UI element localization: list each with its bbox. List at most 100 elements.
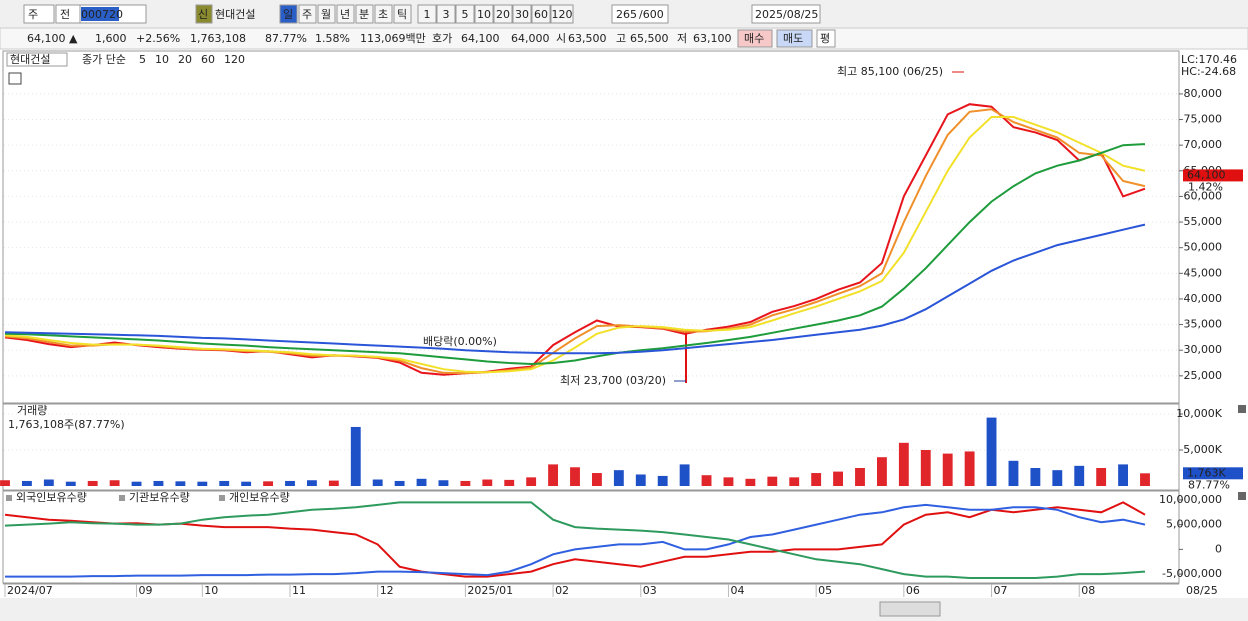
panel-close[interactable]	[1238, 405, 1246, 413]
x-tick-label: 2025/01	[467, 584, 513, 597]
legend-entry: 5	[139, 53, 146, 66]
y-tick-label: 35,000	[1184, 318, 1223, 331]
volume-bar	[131, 481, 142, 486]
y-tick-label: 5,000,000	[1166, 518, 1222, 531]
scope: 전	[60, 8, 70, 21]
count: 265	[616, 8, 637, 21]
y-tick-label: 50,000	[1184, 241, 1223, 254]
x-tick-label: 08	[1081, 584, 1095, 597]
interval: 60	[534, 8, 548, 21]
volume-bar	[438, 480, 449, 486]
quote-price: 64,100 ▲	[27, 32, 78, 45]
interval: 120	[552, 8, 573, 21]
annotation-low: 최저 23,700 (03/20)	[560, 374, 666, 387]
volume-bar	[109, 480, 120, 486]
y-tick-label: 25,000	[1184, 369, 1223, 382]
x-tick-label: 09	[139, 584, 153, 597]
hc-label: HC:-24.68	[1181, 65, 1236, 78]
y-tick-label: 75,000	[1184, 113, 1223, 126]
interval-button[interactable]	[550, 4, 574, 24]
date: 2025/08/25	[755, 8, 818, 21]
interval: 1	[424, 8, 431, 21]
x-tick-label: 12	[380, 584, 394, 597]
interval-button[interactable]	[436, 4, 456, 24]
volume-bar	[898, 442, 909, 486]
avg-button[interactable]	[816, 29, 836, 48]
volume-bar	[87, 480, 98, 486]
x-tick-label: 07	[994, 584, 1008, 597]
y-tick-label: 60,000	[1184, 189, 1223, 202]
market-select[interactable]	[23, 4, 55, 24]
lc-label: LC:170.46	[1181, 53, 1237, 66]
period-button[interactable]	[298, 4, 317, 24]
x-tick-label: 06	[906, 584, 920, 597]
volume-bar	[920, 450, 931, 486]
quote-open: 63,500	[568, 32, 607, 45]
quote-bid: 64,000	[511, 32, 550, 45]
legend-entry: 개인보유수량	[229, 491, 290, 504]
y-tick-label: 70,000	[1184, 138, 1223, 151]
table-icon[interactable]	[8, 72, 22, 85]
buy: 매수	[744, 32, 764, 45]
volume-bar	[1052, 470, 1063, 486]
annotation-dividend: 배당락(0.00%)	[423, 335, 497, 348]
interval-button[interactable]	[512, 4, 532, 24]
volume-bar	[723, 477, 734, 486]
period-button[interactable]	[393, 4, 412, 24]
interval: 3	[443, 8, 450, 21]
count-input[interactable]	[611, 4, 669, 24]
last-price-box	[1183, 169, 1243, 182]
scroll-thumb[interactable]	[879, 601, 941, 617]
legend-marker	[119, 495, 125, 501]
x-tick-label: 02	[555, 584, 569, 597]
interval-button[interactable]	[531, 4, 551, 24]
volume-bar	[1074, 465, 1085, 486]
interval: 30	[515, 8, 529, 21]
quote-high: 65,500	[630, 32, 669, 45]
volume-bar	[285, 480, 295, 486]
y-tick-label: 80,000	[1184, 87, 1223, 100]
sell-button[interactable]	[776, 29, 813, 48]
panel-close[interactable]	[1238, 492, 1246, 500]
interval-button[interactable]	[474, 4, 494, 24]
sell: 매도	[783, 32, 803, 45]
volume-bar	[1030, 468, 1041, 486]
interval-button[interactable]	[455, 4, 475, 24]
volume-bar	[416, 478, 427, 486]
legend-title: 종가 단순	[82, 53, 126, 66]
period: 년	[340, 8, 350, 21]
volume-bar	[219, 480, 230, 486]
period-button[interactable]	[355, 4, 374, 24]
volume-bar	[701, 475, 712, 486]
x-tick-label: 05	[818, 584, 832, 597]
last-change: 1.42%	[1188, 180, 1223, 193]
interval: 10	[477, 8, 491, 21]
volume-bar	[855, 468, 865, 486]
volume-bar	[548, 464, 559, 486]
interval: 20	[496, 8, 510, 21]
avg: 평	[820, 32, 830, 45]
legend-entry: 10	[155, 53, 169, 66]
period: 일	[283, 7, 293, 21]
period-button[interactable]	[317, 4, 336, 24]
holdings-panel	[2, 490, 1180, 584]
legend-entry: 20	[178, 53, 192, 66]
volume-bar	[1096, 468, 1107, 486]
period-button[interactable]	[336, 4, 355, 24]
volume-bar	[460, 480, 471, 486]
legend-entry: 60	[201, 53, 215, 66]
date-input[interactable]	[751, 4, 821, 24]
period-button[interactable]	[374, 4, 393, 24]
period-button[interactable]	[279, 4, 298, 24]
price-panel	[2, 50, 1180, 404]
x-tick-label: 03	[643, 584, 657, 597]
buy-button[interactable]	[737, 29, 773, 48]
y-tick-label: 5,000K	[1183, 443, 1222, 456]
x-tick-label: 11	[292, 584, 306, 597]
interval-button[interactable]	[417, 4, 437, 24]
volume-bar	[635, 474, 646, 486]
scroll-bar[interactable]	[0, 598, 1248, 621]
volume-bar	[504, 479, 515, 486]
interval-button[interactable]	[493, 4, 513, 24]
